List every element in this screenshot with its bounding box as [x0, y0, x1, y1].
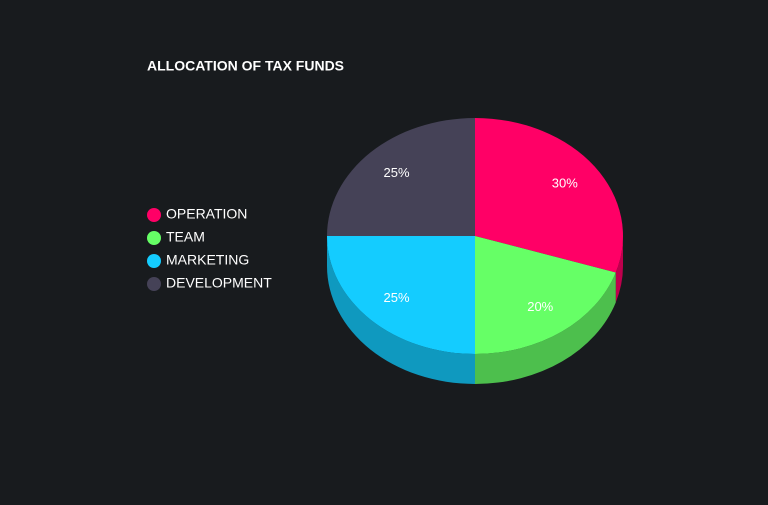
legend-label: TEAM	[166, 229, 205, 245]
chart-title: ALLOCATION OF TAX FUNDS	[147, 58, 344, 74]
slice-side	[327, 236, 475, 384]
slice-side	[475, 272, 616, 384]
slice	[327, 236, 475, 354]
legend-marker	[147, 254, 161, 268]
legend-marker	[147, 277, 161, 291]
legend-label: MARKETING	[166, 252, 249, 268]
legend-label: OPERATION	[166, 206, 247, 222]
value-label: 25%	[383, 165, 409, 180]
legend-marker	[147, 231, 161, 245]
legend-label: DEVELOPMENT	[166, 275, 272, 291]
legend-marker	[147, 208, 161, 222]
value-label: 25%	[383, 290, 409, 305]
slice	[475, 118, 623, 273]
slice	[327, 118, 475, 236]
value-label: 30%	[552, 175, 578, 190]
value-label: 20%	[527, 299, 553, 314]
slice-side	[615, 236, 623, 303]
slice	[475, 236, 616, 354]
